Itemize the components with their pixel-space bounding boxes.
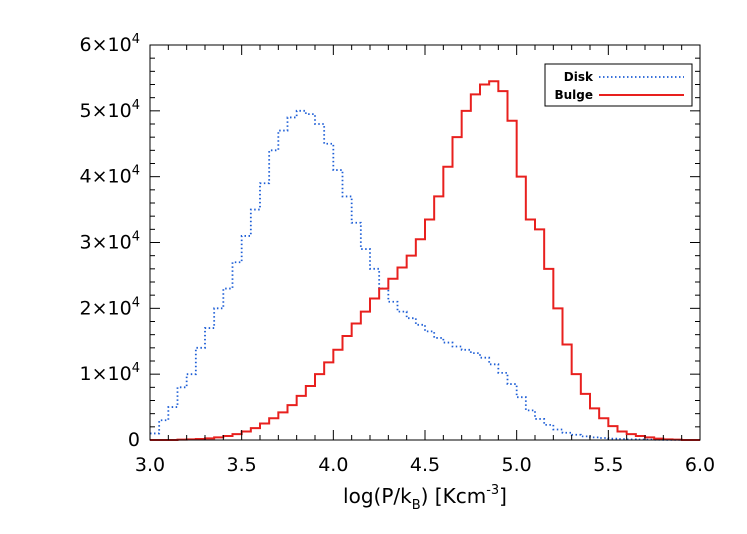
plot-area	[150, 80, 700, 441]
axes: 3.0 3.5 4.0 4.5 5.0 5.5 6.0 0 1×104 2×104 3×104 4×1…	[80, 32, 716, 513]
x-axis-label: log(P/kB) [Kcm-3]	[343, 483, 507, 513]
legend-box	[544, 63, 693, 107]
y-tick-label: 2×104	[80, 295, 140, 319]
y-tick-label: 0	[128, 429, 140, 451]
y-tick-label: 3×104	[80, 230, 140, 254]
x-tick-label: 3.0	[135, 454, 165, 476]
y-tick-label: 6×104	[80, 32, 140, 56]
series-line-bulge	[150, 80, 700, 441]
x-tick-label: 3.5	[227, 454, 257, 476]
x-tick-label: 4.0	[318, 454, 348, 476]
y-tick-label: 4×104	[80, 164, 140, 188]
x-tick-label: 5.0	[502, 454, 532, 476]
legend-label-disk: Disk	[564, 70, 594, 84]
y-tick-label: 5×104	[80, 98, 140, 122]
series-disk	[150, 109, 700, 441]
x-tick-label: 4.5	[410, 454, 440, 476]
series-bulge	[150, 80, 700, 441]
legend: Disk Bulge	[544, 63, 693, 107]
y-tick-label: 1×104	[80, 361, 140, 385]
x-tick-label: 5.5	[593, 454, 623, 476]
legend-label-bulge: Bulge	[554, 88, 593, 102]
x-tick-label: 6.0	[685, 454, 715, 476]
series-line-disk	[150, 109, 700, 441]
